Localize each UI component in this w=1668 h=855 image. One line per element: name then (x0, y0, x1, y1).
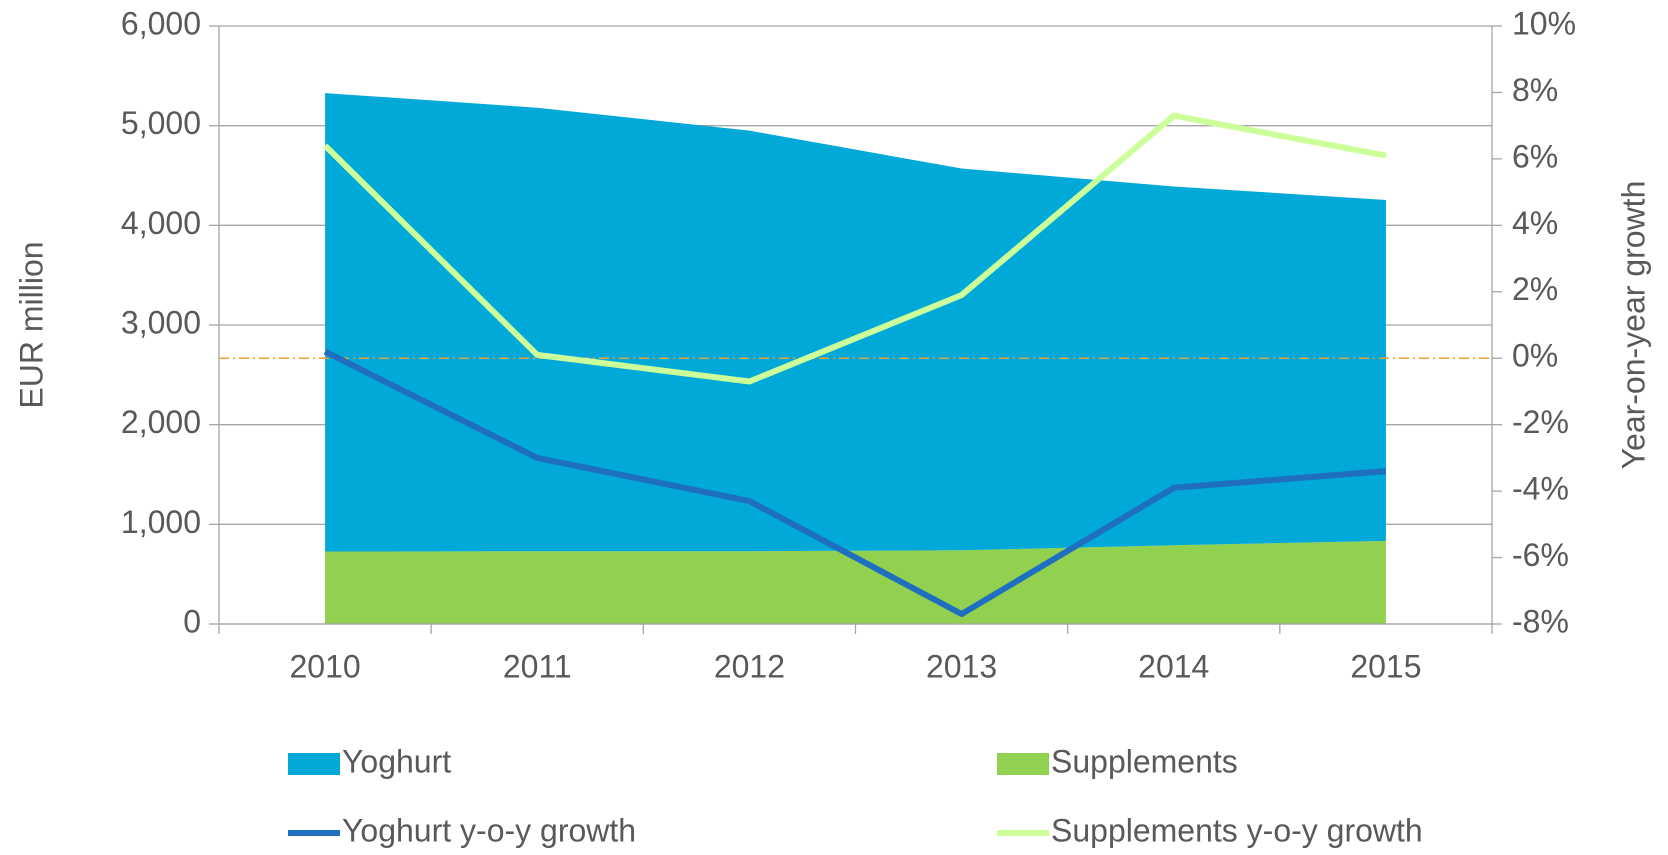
legend-label: Supplements y-o-y growth (1051, 812, 1423, 848)
y2-tick-label: -4% (1512, 471, 1569, 507)
x-tick-label: 2013 (926, 648, 997, 684)
y2-tick-label: -2% (1512, 404, 1569, 440)
y-tick-label: 4,000 (121, 205, 201, 241)
y2-tick-label: 10% (1512, 5, 1576, 41)
y-tick-label: 3,000 (121, 304, 201, 340)
y-tick-label: 2,000 (121, 404, 201, 440)
x-tick-label: 2015 (1350, 648, 1421, 684)
legend-label: Yoghurt (342, 743, 451, 779)
y2-tick-label: 0% (1512, 338, 1558, 374)
y-axis-label: EUR million (13, 241, 49, 408)
line (323, 348, 1387, 618)
y2-tick-label: -8% (1512, 603, 1569, 639)
x-tick-label: 2014 (1138, 648, 1209, 684)
legend-label: Supplements (1051, 743, 1238, 779)
legend-swatch (288, 753, 340, 775)
y2-tick-label: 4% (1512, 205, 1558, 241)
y2-tick-label: -6% (1512, 537, 1569, 573)
y2-axis-label: Year-on-year growth (1615, 181, 1651, 470)
legend-swatch (997, 753, 1049, 775)
y2-tick-label: 2% (1512, 271, 1558, 307)
y2-tick-label: 6% (1512, 138, 1558, 174)
legend-label: Yoghurt y-o-y growth (342, 812, 636, 848)
y-tick-label: 6,000 (121, 5, 201, 41)
y-tick-label: 1,000 (121, 504, 201, 540)
x-tick-label: 2010 (289, 648, 360, 684)
area (325, 93, 1386, 552)
y-tick-label: 0 (183, 603, 201, 639)
y-tick-label: 5,000 (121, 105, 201, 141)
x-tick-label: 2011 (503, 648, 572, 684)
line (322, 112, 1387, 385)
y2-tick-label: 8% (1512, 72, 1558, 108)
x-tick-label: 2012 (714, 648, 785, 684)
area (325, 540, 1386, 624)
